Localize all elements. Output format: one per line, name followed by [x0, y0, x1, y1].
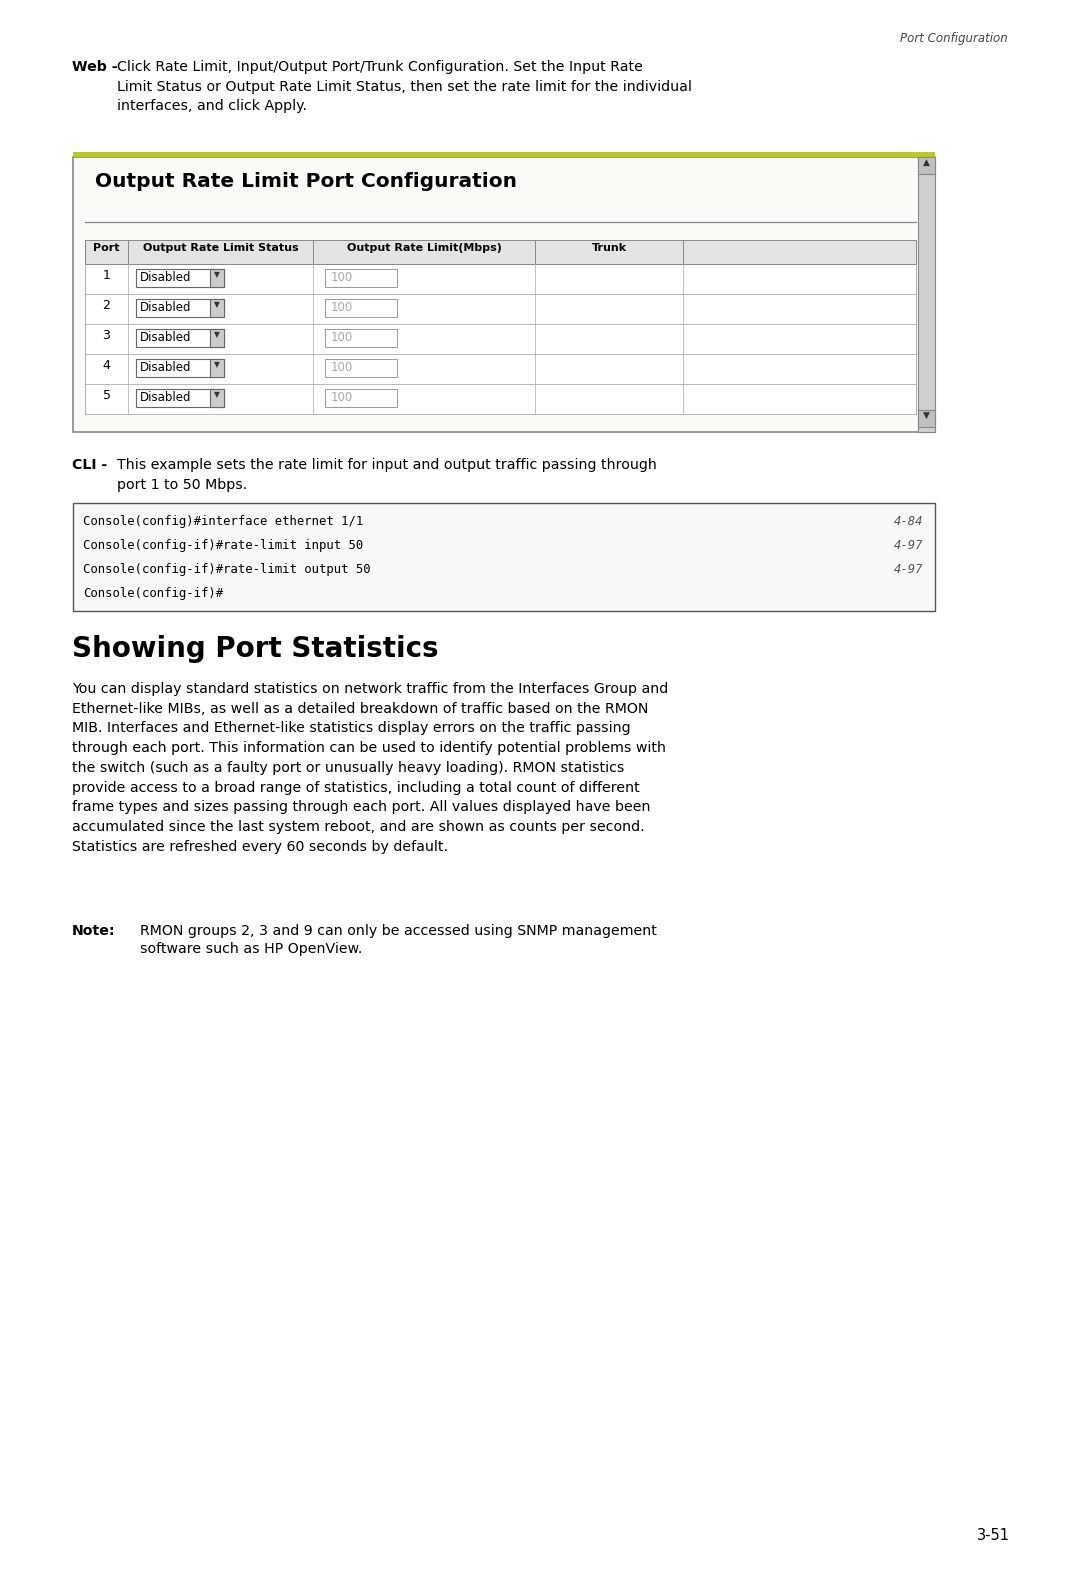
Text: ▲: ▲: [923, 159, 930, 166]
Text: 100: 100: [330, 391, 353, 403]
Bar: [136, 268, 224, 287]
Text: RMON groups 2, 3 and 9 can only be accessed using SNMP management: RMON groups 2, 3 and 9 can only be acces…: [140, 925, 657, 937]
Text: ▼: ▼: [214, 300, 220, 309]
Bar: [85, 264, 916, 294]
Text: Trunk: Trunk: [592, 243, 626, 253]
Text: Web -: Web -: [72, 60, 118, 74]
Text: Click Rate Limit, Input/Output Port/Trunk Configuration. Set the Input Rate
Limi: Click Rate Limit, Input/Output Port/Trun…: [117, 60, 692, 113]
Text: Output Rate Limit(Mbps): Output Rate Limit(Mbps): [347, 243, 501, 253]
Text: Console(config-if)#rate-limit input 50: Console(config-if)#rate-limit input 50: [83, 539, 363, 553]
Text: 4-84: 4-84: [893, 515, 923, 528]
Bar: [325, 330, 397, 347]
Bar: [73, 157, 935, 432]
Text: Console(config)#interface ethernet 1/1: Console(config)#interface ethernet 1/1: [83, 515, 363, 528]
Text: 100: 100: [330, 272, 353, 284]
Bar: [325, 360, 397, 377]
Text: This example sets the rate limit for input and output traffic passing through
po: This example sets the rate limit for inp…: [117, 458, 657, 491]
Text: Disabled: Disabled: [140, 301, 191, 314]
Text: 3-51: 3-51: [977, 1528, 1010, 1543]
Text: 4: 4: [103, 360, 110, 372]
Bar: [85, 385, 916, 414]
Text: Note:: Note:: [72, 925, 116, 937]
Text: Disabled: Disabled: [140, 391, 191, 403]
Bar: [210, 389, 224, 407]
Bar: [210, 360, 224, 377]
Bar: [85, 323, 916, 353]
Bar: [136, 389, 224, 407]
Text: Port Configuration: Port Configuration: [901, 31, 1008, 46]
Text: 5: 5: [103, 389, 110, 402]
Bar: [85, 294, 916, 323]
Bar: [85, 240, 916, 264]
Text: Output Rate Limit Port Configuration: Output Rate Limit Port Configuration: [95, 173, 517, 192]
Text: ▼: ▼: [214, 330, 220, 339]
Bar: [85, 353, 916, 385]
Bar: [918, 157, 935, 432]
Text: Disabled: Disabled: [140, 272, 191, 284]
Bar: [73, 502, 935, 611]
Text: Port: Port: [93, 243, 120, 253]
Text: CLI -: CLI -: [72, 458, 107, 473]
Text: 2: 2: [103, 298, 110, 312]
Text: software such as HP OpenView.: software such as HP OpenView.: [140, 942, 363, 956]
Bar: [136, 360, 224, 377]
Bar: [136, 298, 224, 317]
Bar: [325, 389, 397, 407]
Text: 100: 100: [330, 361, 353, 374]
Bar: [210, 298, 224, 317]
Bar: [136, 330, 224, 347]
Bar: [210, 330, 224, 347]
Text: 4-97: 4-97: [893, 564, 923, 576]
Bar: [210, 268, 224, 287]
Text: ▼: ▼: [214, 270, 220, 279]
Text: Disabled: Disabled: [140, 361, 191, 374]
Bar: [325, 268, 397, 287]
Bar: [325, 298, 397, 317]
Text: 1: 1: [103, 268, 110, 283]
Text: Console(config-if)#rate-limit output 50: Console(config-if)#rate-limit output 50: [83, 564, 370, 576]
Text: ▼: ▼: [923, 411, 930, 421]
Text: 100: 100: [330, 331, 353, 344]
Text: You can display standard statistics on network traffic from the Interfaces Group: You can display standard statistics on n…: [72, 681, 669, 854]
Text: ▼: ▼: [214, 360, 220, 369]
Bar: [918, 157, 935, 174]
Bar: [918, 410, 935, 427]
Text: 3: 3: [103, 330, 110, 342]
Bar: [73, 152, 935, 157]
Text: 100: 100: [330, 301, 353, 314]
Text: ▼: ▼: [214, 389, 220, 399]
Text: Output Rate Limit Status: Output Rate Limit Status: [143, 243, 298, 253]
Text: Disabled: Disabled: [140, 331, 191, 344]
Text: Console(config-if)#: Console(config-if)#: [83, 587, 224, 600]
Text: 4-97: 4-97: [893, 539, 923, 553]
Text: Showing Port Statistics: Showing Port Statistics: [72, 634, 438, 663]
